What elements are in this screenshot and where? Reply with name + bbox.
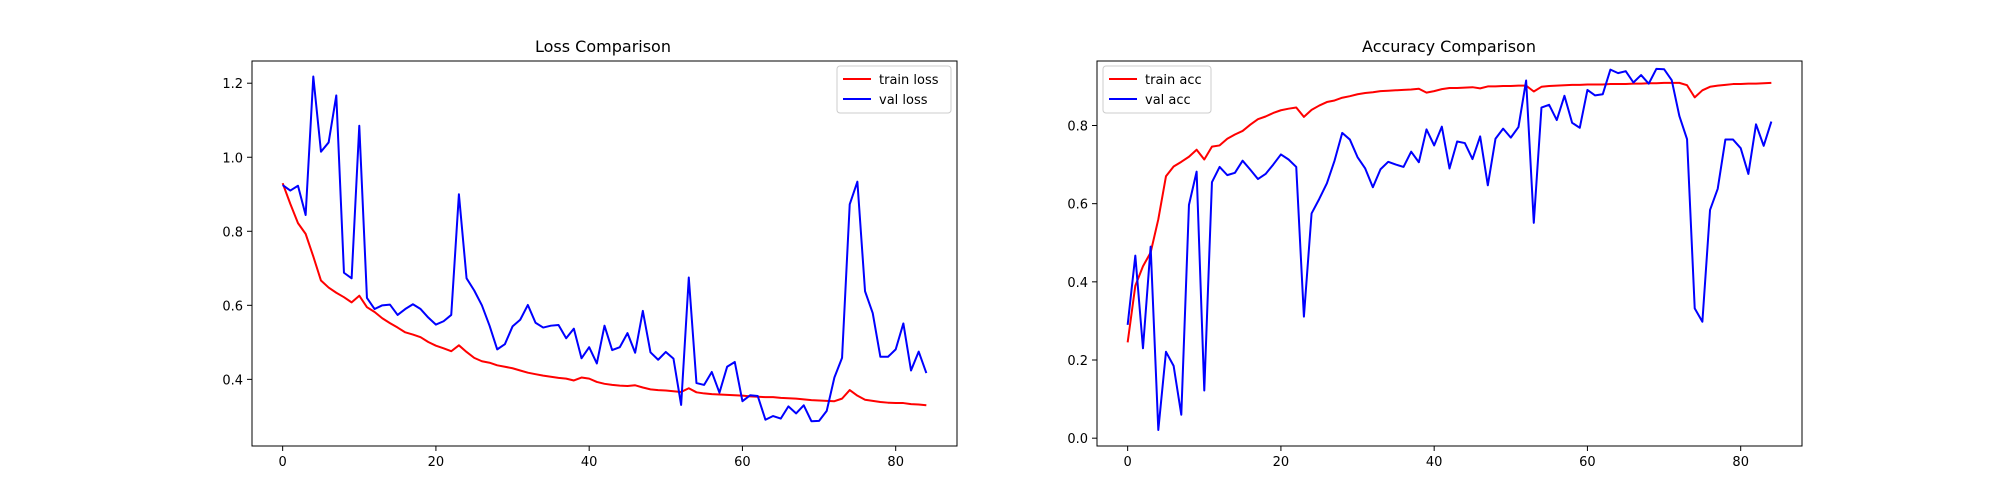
accuracy-y-tick-label: 0.2 [1067, 354, 1088, 369]
accuracy-x-tick-label: 60 [1579, 455, 1596, 470]
loss-y-tick-label: 0.6 [222, 299, 243, 314]
loss-y-tick-label: 1.0 [222, 151, 243, 166]
loss-chart: Loss Comparison 0 20 40 60 80 0.4 0.6 0.8 1.0 1.2… [222, 37, 958, 470]
legend-label-train-loss: train loss [879, 73, 939, 88]
loss-y-tick-label: 0.4 [222, 373, 243, 388]
loss-y-tick-label: 1.2 [222, 77, 243, 92]
accuracy-chart-plot-area [1096, 60, 1803, 447]
legend-label-val-loss: val loss [879, 93, 928, 108]
loss-x-tick-label: 20 [428, 455, 445, 470]
legend-label-train-acc: train acc [1145, 73, 1202, 88]
accuracy-y-tick-label: 0.0 [1067, 432, 1088, 447]
loss-chart-title: Loss Comparison [535, 37, 671, 56]
train-loss-line [281, 182, 927, 407]
loss-chart-plot-area [251, 60, 958, 447]
accuracy-chart-legend: train acc val acc [1102, 65, 1212, 114]
accuracy-x-tick-label: 0 [1124, 455, 1132, 470]
accuracy-chart: Accuracy Comparison 0 20 40 60 80 0.0 0.2 0.4 0.… [1067, 37, 1803, 470]
loss-x-tick-label: 0 [279, 455, 287, 470]
loss-y-tick-label: 0.8 [222, 225, 243, 240]
loss-x-tick-label: 60 [734, 455, 751, 470]
accuracy-chart-title: Accuracy Comparison [1362, 37, 1536, 56]
loss-x-tick-label: 80 [887, 455, 904, 470]
accuracy-x-tick-label: 20 [1273, 455, 1290, 470]
train-acc-line [1126, 81, 1772, 343]
legend-label-val-acc: val acc [1145, 93, 1191, 108]
accuracy-x-tick-label: 40 [1426, 455, 1443, 470]
accuracy-y-tick-label: 0.6 [1067, 198, 1088, 213]
loss-x-tick-label: 40 [581, 455, 598, 470]
val-loss-line [282, 75, 928, 423]
accuracy-y-tick-label: 0.4 [1067, 276, 1088, 291]
val-acc-line [1126, 67, 1773, 431]
accuracy-y-tick-label: 0.8 [1067, 119, 1088, 134]
accuracy-x-tick-label: 80 [1732, 455, 1749, 470]
loss-chart-legend: train loss val loss [836, 65, 952, 114]
